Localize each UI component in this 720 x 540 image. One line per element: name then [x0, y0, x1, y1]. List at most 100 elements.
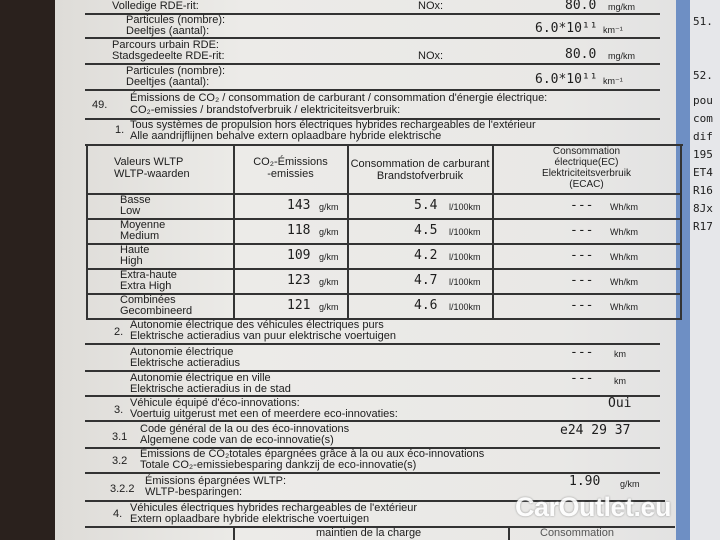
column-header: Valeurs WLTP — [114, 156, 184, 168]
unit: km⁻¹ — [603, 25, 623, 35]
ec-value: --- — [570, 248, 594, 263]
unit: g/km — [319, 302, 339, 312]
unit: g/km — [319, 252, 339, 262]
urban-rde-label-fr: Parcours urbain RDE: — [112, 39, 219, 51]
row-label-fr: Extra-haute — [120, 269, 177, 281]
divider — [85, 500, 665, 502]
table-border — [347, 144, 349, 318]
unit: Wh/km — [610, 277, 638, 287]
divider — [85, 37, 660, 39]
divider — [85, 526, 675, 528]
fuel-value: 4.7 — [414, 273, 438, 288]
unit: l/100km — [449, 302, 481, 312]
co2-value: 121 — [287, 298, 311, 313]
divider — [85, 447, 660, 449]
unit: Wh/km — [610, 227, 638, 237]
divider — [85, 89, 660, 91]
nox-value: 80.0 — [565, 0, 597, 13]
column-header: Consommation de carburant — [350, 158, 490, 170]
row-label-fr: Moyenne — [120, 219, 166, 231]
ec-value: --- — [570, 223, 594, 238]
table-border — [492, 144, 494, 318]
column-header: CO₂-Émissions — [253, 156, 328, 168]
table-border — [86, 318, 682, 320]
fuel-value: 4.6 — [414, 298, 438, 313]
co2-value: 109 — [287, 248, 311, 263]
unit: Wh/km — [610, 252, 638, 262]
co2-value: 143 — [287, 198, 311, 213]
particles-label-nl: Deeltjes (aantal): — [126, 76, 210, 88]
column-header: Brandstofverbruik — [376, 170, 464, 182]
city-range-label-fr: Autonomie électrique en ville — [130, 372, 271, 384]
section-1-nl: Alle aandrijflijnen behalve extern oplaa… — [130, 130, 442, 142]
divider — [85, 118, 660, 120]
unit: km — [614, 349, 626, 359]
section-3-2-nl: Totale CO₂-emissiebesparing dankzij de e… — [140, 459, 417, 471]
divider — [85, 420, 660, 422]
watermark-logo: CarOutlet.eu — [515, 492, 672, 522]
unit: mg/km — [608, 51, 635, 61]
row-label-fr: Combinées — [120, 294, 176, 306]
row-label-nl: Medium — [120, 230, 160, 242]
adjacent-page: 51. 52. pou com dif 195 ET4 R16 8Jx R17 — [690, 0, 720, 540]
section-3-2-fr: Émissions de CO₂totales épargnées grâce … — [140, 448, 485, 460]
fragment: dif — [693, 130, 713, 143]
fragment: 195 — [693, 148, 713, 161]
urban-rde-label-nl: Stadsgedeelte RDE-rit: — [112, 50, 225, 62]
row-label-nl: Gecombineerd — [120, 305, 193, 317]
unit: Wh/km — [610, 302, 638, 312]
divider — [85, 343, 660, 345]
particles-value: 6.0*10¹¹ — [535, 72, 598, 87]
section-49-fr: Émissions de CO₂ / consommation de carbu… — [130, 92, 548, 104]
section-3-nl: Voertuig uitgerust met een of meerdere e… — [130, 408, 398, 420]
section-number: 49. — [92, 99, 108, 111]
table-border — [233, 144, 235, 318]
section-3-2-2-nl: WLTP-besparingen: — [145, 486, 243, 498]
section-3-2-2-fr: Émissions épargnées WLTP: — [145, 475, 287, 487]
range-value: --- — [570, 345, 594, 360]
city-range-label-nl: Elektrische actieradius in de stad — [130, 383, 291, 395]
table-border — [86, 193, 682, 195]
column-header: Consommation — [552, 146, 621, 157]
fragment: R17 — [693, 220, 713, 233]
particles-label-nl: Deeltjes (aantal): — [126, 25, 210, 37]
section-2-nl: Elektrische actieradius van puur elektri… — [130, 330, 396, 342]
savings-value: 1.90 — [569, 474, 601, 489]
table-border — [86, 144, 88, 318]
section-2-fr: Autonomie électrique des véhicules élect… — [130, 319, 384, 331]
row-label-fr: Haute — [120, 244, 150, 256]
divider — [85, 63, 660, 65]
blue-binding-strip — [676, 0, 690, 540]
row-label-nl: Low — [120, 205, 141, 217]
divider — [85, 395, 660, 397]
section-number: 3.2.2 — [110, 483, 135, 495]
unit: g/km — [620, 479, 640, 489]
particles-label-fr: Particules (nombre): — [126, 14, 226, 26]
divider — [85, 13, 660, 15]
unit: l/100km — [449, 227, 481, 237]
divider — [508, 526, 510, 540]
divider — [85, 370, 660, 372]
range-label-fr: Autonomie électrique — [130, 346, 234, 358]
section-1-fr: Tous systèmes de propulsion hors électri… — [130, 119, 536, 131]
unit: g/km — [319, 277, 339, 287]
column-header: -emissies — [267, 168, 314, 180]
section-4-fr: Véhicules électriques hybrides rechargea… — [130, 502, 418, 514]
nox-label: NOx: — [418, 0, 444, 12]
eco-innovation-value: Oui — [608, 396, 632, 411]
table-border — [86, 293, 682, 295]
divider — [85, 472, 660, 474]
fragment: com — [693, 112, 713, 125]
co2-value: 123 — [287, 273, 311, 288]
ec-value: --- — [570, 298, 594, 313]
unit: km⁻¹ — [603, 76, 623, 86]
range-label-nl: Elektrische actieradius — [130, 357, 241, 369]
section-number: 4. — [113, 508, 123, 520]
column-header: maintien de la charge — [316, 527, 422, 539]
fuel-value: 4.5 — [414, 223, 438, 238]
table-border — [86, 218, 682, 220]
table-border — [680, 144, 682, 318]
row-label-fr: Basse — [120, 194, 151, 206]
section-number: 3.2 — [112, 455, 128, 467]
fragment: ET4 — [693, 166, 713, 179]
